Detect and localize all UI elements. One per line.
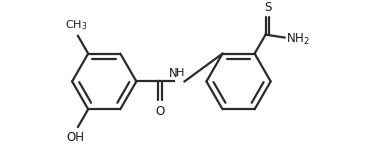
Text: H: H xyxy=(176,68,184,78)
Text: NH$_2$: NH$_2$ xyxy=(286,31,310,47)
Text: N: N xyxy=(169,67,178,80)
Text: CH$_3$: CH$_3$ xyxy=(65,19,88,32)
Text: OH: OH xyxy=(66,131,84,144)
Text: S: S xyxy=(264,1,271,14)
Text: O: O xyxy=(155,105,165,118)
